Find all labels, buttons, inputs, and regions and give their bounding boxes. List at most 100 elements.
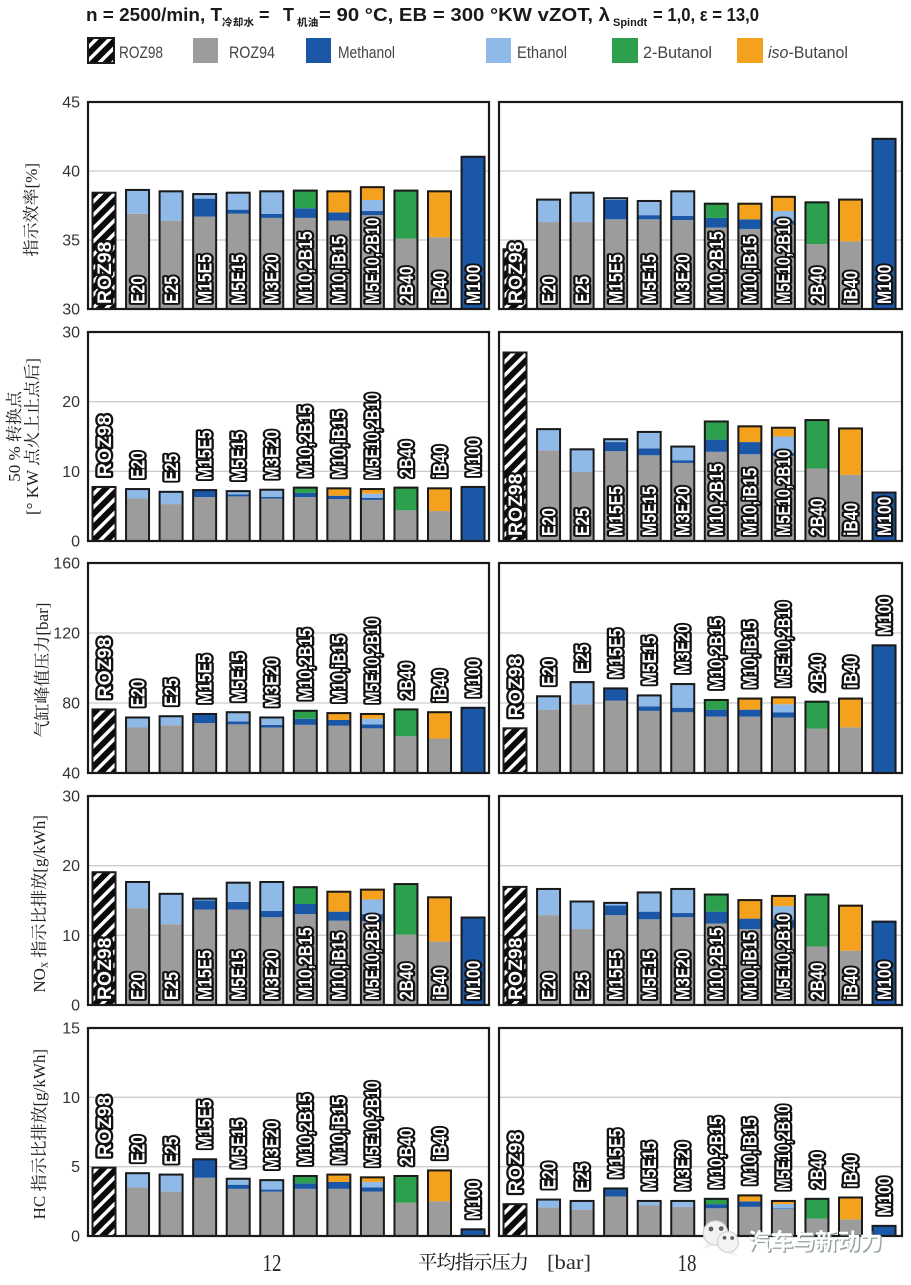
- svg-text:M5E10,2B10: M5E10,2B10: [362, 914, 383, 1000]
- svg-text:M100: M100: [873, 1176, 895, 1215]
- svg-text:iB40: iB40: [429, 669, 451, 702]
- svg-text:10: 10: [62, 464, 80, 481]
- svg-text:M10,2B15: M10,2B15: [295, 231, 317, 304]
- svg-text:iB40: iB40: [840, 655, 862, 688]
- svg-text:[g/kWh]: [g/kWh]: [30, 1049, 49, 1107]
- svg-text:40: 40: [62, 164, 80, 181]
- svg-text:E25: E25: [571, 276, 593, 304]
- svg-text:2B40: 2B40: [395, 662, 417, 700]
- svg-text:iB40: iB40: [840, 967, 862, 1000]
- svg-text:M100: M100: [873, 961, 895, 1000]
- svg-text:M10,iB15: M10,iB15: [739, 1117, 761, 1186]
- svg-text:iB40: iB40: [840, 503, 862, 536]
- svg-text:M10,2B15: M10,2B15: [706, 231, 728, 304]
- svg-text:= 90 °C, EB = 300 °KW vZOT, λ: = 90 °C, EB = 300 °KW vZOT, λ: [319, 5, 610, 25]
- svg-text:E25: E25: [160, 454, 182, 482]
- svg-text:M100: M100: [462, 1180, 484, 1219]
- svg-text:ROZ98: ROZ98: [95, 414, 116, 477]
- svg-text:NO: NO: [30, 968, 49, 993]
- svg-text:E25: E25: [160, 678, 182, 706]
- svg-text:M5E10,2B10: M5E10,2B10: [362, 218, 383, 304]
- svg-text:E25: E25: [160, 276, 182, 304]
- svg-text:0: 0: [71, 998, 80, 1015]
- svg-text:E25: E25: [571, 644, 593, 672]
- svg-text:0: 0: [71, 1229, 80, 1246]
- svg-text:iso-Butanol: iso-Butanol: [768, 43, 848, 62]
- svg-text:M10,2B15: M10,2B15: [706, 1116, 728, 1189]
- svg-text:iB40: iB40: [429, 1127, 451, 1160]
- svg-text:M5E15: M5E15: [228, 950, 250, 1000]
- svg-text:M100: M100: [462, 438, 484, 477]
- svg-text:[g/kWh]: [g/kWh]: [30, 815, 49, 873]
- svg-text:iB40: iB40: [429, 445, 451, 478]
- svg-text:M10,iB15: M10,iB15: [739, 467, 761, 536]
- svg-text:E20: E20: [538, 508, 560, 536]
- svg-text:E25: E25: [571, 972, 593, 1000]
- svg-text:M3E20: M3E20: [672, 486, 694, 536]
- svg-text:ROZ98: ROZ98: [95, 937, 116, 1000]
- svg-text:M15E5: M15E5: [605, 950, 627, 1000]
- svg-text:M5E15: M5E15: [228, 431, 250, 481]
- svg-text:M10,2B15: M10,2B15: [295, 1093, 317, 1166]
- svg-text:M10,2B15: M10,2B15: [295, 628, 317, 701]
- svg-text:E20: E20: [538, 658, 560, 686]
- svg-text:M3E20: M3E20: [672, 950, 694, 1000]
- svg-text:2B40: 2B40: [806, 654, 828, 692]
- svg-text:2-Butanol: 2-Butanol: [643, 43, 712, 62]
- svg-text:[bar]: [bar]: [33, 603, 52, 636]
- svg-text:= 1,0, ε = 13,0: = 1,0, ε = 13,0: [653, 5, 759, 25]
- svg-text:M10,iB15: M10,iB15: [328, 235, 350, 304]
- svg-text:M10,iB15: M10,iB15: [328, 410, 350, 479]
- svg-text:M10,2B15: M10,2B15: [706, 927, 728, 1000]
- svg-text:n = 2500/min, T: n = 2500/min, T: [86, 5, 222, 25]
- svg-text:ROZ98: ROZ98: [506, 473, 527, 536]
- svg-text:M15E5: M15E5: [605, 1128, 627, 1178]
- svg-text:E20: E20: [127, 276, 149, 304]
- svg-text:120: 120: [53, 626, 80, 643]
- svg-text:M15E5: M15E5: [194, 654, 216, 704]
- svg-text:M15E5: M15E5: [605, 254, 627, 304]
- svg-text:E25: E25: [571, 1163, 593, 1191]
- svg-text:15: 15: [62, 1021, 80, 1038]
- svg-text:M5E10,2B10: M5E10,2B10: [362, 1081, 383, 1167]
- svg-text:M3E20: M3E20: [261, 430, 283, 480]
- svg-text:5: 5: [71, 1159, 80, 1176]
- svg-text:M5E15: M5E15: [228, 652, 250, 702]
- svg-text:iB40: iB40: [429, 271, 451, 304]
- svg-text:35: 35: [62, 233, 80, 250]
- svg-text:M3E20: M3E20: [261, 658, 283, 708]
- svg-text:M10,iB15: M10,iB15: [328, 635, 350, 704]
- svg-text:M3E20: M3E20: [261, 1120, 283, 1170]
- svg-text:M10,iB15: M10,iB15: [328, 931, 350, 1000]
- svg-text:M10,2B15: M10,2B15: [706, 617, 728, 690]
- svg-text:E25: E25: [571, 508, 593, 536]
- svg-text:M15E5: M15E5: [605, 628, 627, 678]
- svg-text:M100: M100: [462, 265, 484, 304]
- svg-text:M100: M100: [873, 596, 895, 635]
- svg-text:160: 160: [53, 556, 80, 573]
- svg-text:50 %: 50 %: [5, 446, 24, 481]
- svg-text:18: 18: [678, 1251, 697, 1277]
- svg-text:ROZ98: ROZ98: [95, 1095, 116, 1158]
- svg-text:M15E5: M15E5: [194, 950, 216, 1000]
- svg-text:iB40: iB40: [840, 271, 862, 304]
- svg-text:T: T: [283, 5, 294, 25]
- svg-text:45: 45: [62, 95, 80, 112]
- svg-text:M5E10,2B10: M5E10,2B10: [362, 618, 383, 704]
- svg-text:2B40: 2B40: [806, 266, 828, 304]
- svg-text:ROZ98: ROZ98: [506, 656, 527, 719]
- svg-text:M15E5: M15E5: [194, 254, 216, 304]
- svg-text:10: 10: [62, 1090, 80, 1107]
- svg-text:M100: M100: [462, 658, 484, 697]
- svg-text:M5E10,2B10: M5E10,2B10: [773, 914, 794, 1000]
- svg-text:M5E10,2B10: M5E10,2B10: [773, 218, 794, 304]
- svg-text:M5E10,2B10: M5E10,2B10: [773, 1105, 794, 1191]
- svg-text:40: 40: [62, 766, 80, 783]
- svg-text:M10,2B15: M10,2B15: [706, 463, 728, 536]
- svg-text:x: x: [37, 962, 51, 968]
- svg-text:20: 20: [62, 394, 80, 411]
- svg-text:E25: E25: [160, 972, 182, 1000]
- svg-text:Ethanol: Ethanol: [517, 43, 567, 62]
- svg-text:E20: E20: [127, 679, 149, 707]
- svg-text:10: 10: [62, 928, 80, 945]
